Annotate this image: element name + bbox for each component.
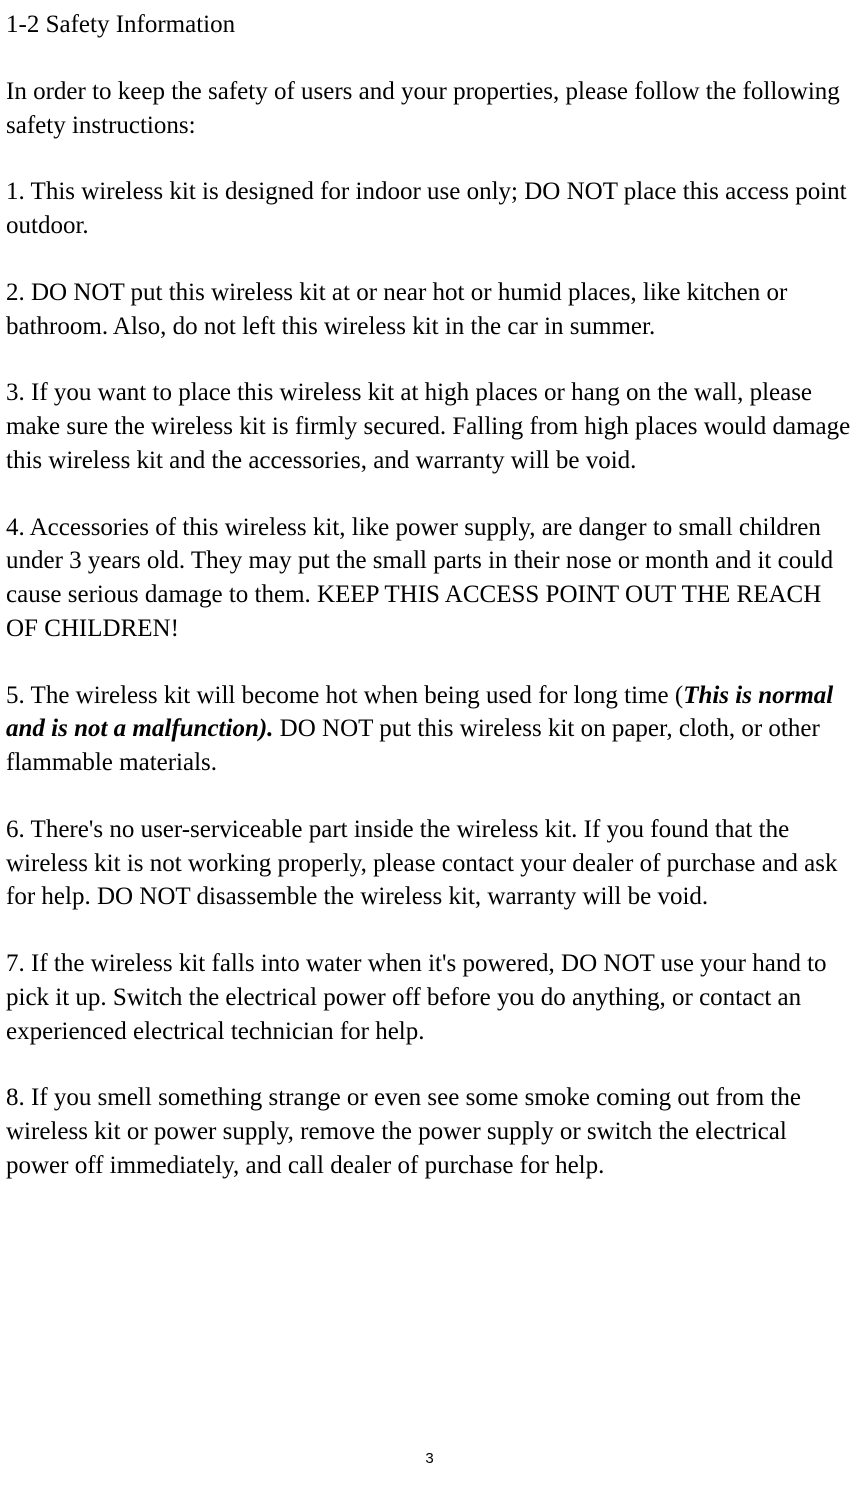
safety-item-5: 5. The wireless kit will become hot when… xyxy=(6,679,853,780)
safety-item-6: 6. There's no user-serviceable part insi… xyxy=(6,813,853,914)
safety-item-7: 7. If the wireless kit falls into water … xyxy=(6,947,853,1048)
safety-item-3: 3. If you want to place this wireless ki… xyxy=(6,376,853,477)
page-number: 3 xyxy=(0,1450,859,1467)
safety-item-1: 1. This wireless kit is designed for ind… xyxy=(6,175,853,243)
safety-item-8: 8. If you smell something strange or eve… xyxy=(6,1081,853,1182)
section-heading: 1-2 Safety Information xyxy=(6,8,853,42)
item5-part1: 5. The wireless kit will become hot when… xyxy=(6,682,683,709)
safety-item-4: 4. Accessories of this wireless kit, lik… xyxy=(6,511,853,646)
intro-paragraph: In order to keep the safety of users and… xyxy=(6,75,853,143)
safety-item-2: 2. DO NOT put this wireless kit at or ne… xyxy=(6,276,853,344)
document-content: 1-2 Safety Information In order to keep … xyxy=(6,8,853,1183)
